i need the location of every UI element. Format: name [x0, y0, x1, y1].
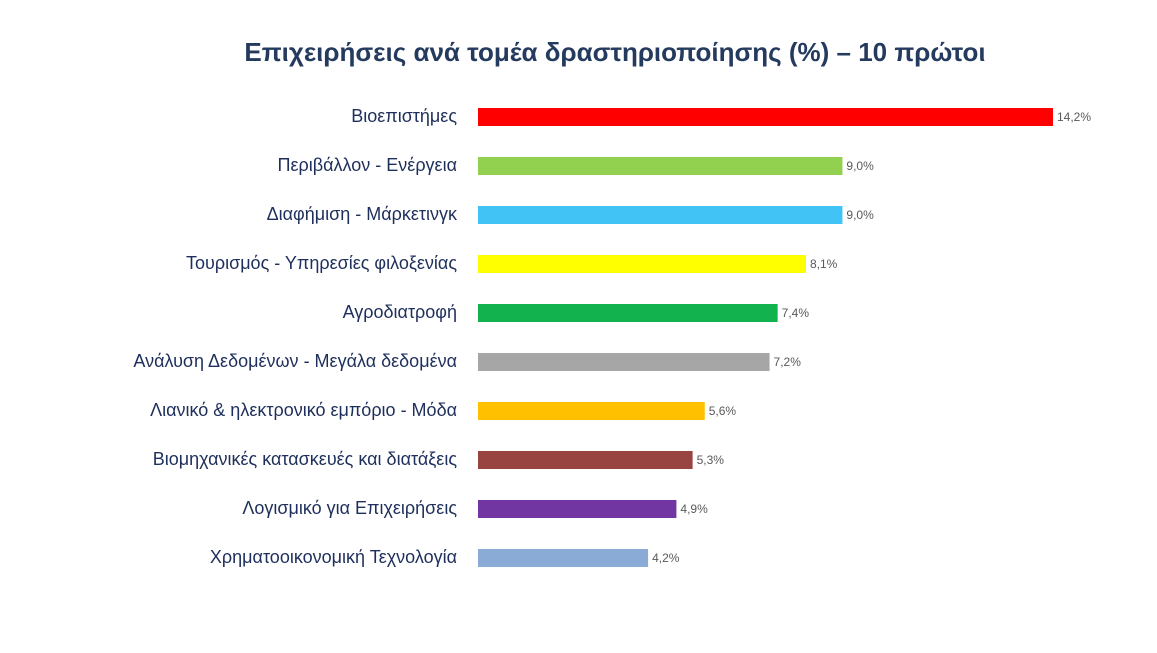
category-label: Ανάλυση Δεδομένων - Μεγάλα δεδομένα — [133, 351, 457, 371]
bar — [478, 549, 649, 567]
category-label: Τουρισμός - Υπηρεσίες φιλοξενίας — [186, 253, 457, 273]
data-label: 5,6% — [709, 404, 737, 418]
bar — [478, 500, 677, 518]
category-label: Διαφήμιση - Μάρκετινγκ — [267, 204, 458, 224]
bar — [478, 206, 843, 224]
data-label: 7,4% — [782, 306, 810, 320]
bar — [478, 402, 705, 420]
bar — [478, 304, 778, 322]
data-label: 4,2% — [652, 551, 680, 565]
category-label: Λιανικό & ηλεκτρονικό εμπόριο - Μόδα — [150, 400, 457, 420]
bar — [478, 108, 1053, 126]
category-label: Χρηματοοικονομική Τεχνολογία — [210, 547, 457, 567]
bar — [478, 451, 693, 469]
data-label: 4,9% — [680, 502, 708, 516]
bar — [478, 255, 806, 273]
bar — [478, 353, 770, 371]
data-label: 5,3% — [697, 453, 725, 467]
category-label: Βιομηχανικές κατασκευές και διατάξεις — [153, 449, 458, 469]
data-label: 7,2% — [774, 355, 802, 369]
data-label: 14,2% — [1057, 110, 1091, 124]
category-label: Βιοεπιστήμες — [351, 106, 457, 126]
bar — [478, 157, 843, 175]
data-label: 9,0% — [846, 159, 874, 173]
chart-title: Επιχειρήσεις ανά τομέα δραστηριοποίησης … — [244, 37, 985, 67]
data-label: 9,0% — [846, 208, 874, 222]
category-label: Λογισμικό για Επιχειρήσεις — [242, 498, 457, 518]
category-label: Αγροδιατροφή — [343, 302, 457, 322]
category-label: Περιβάλλον - Ενέργεια — [278, 155, 457, 175]
data-label: 8,1% — [810, 257, 838, 271]
